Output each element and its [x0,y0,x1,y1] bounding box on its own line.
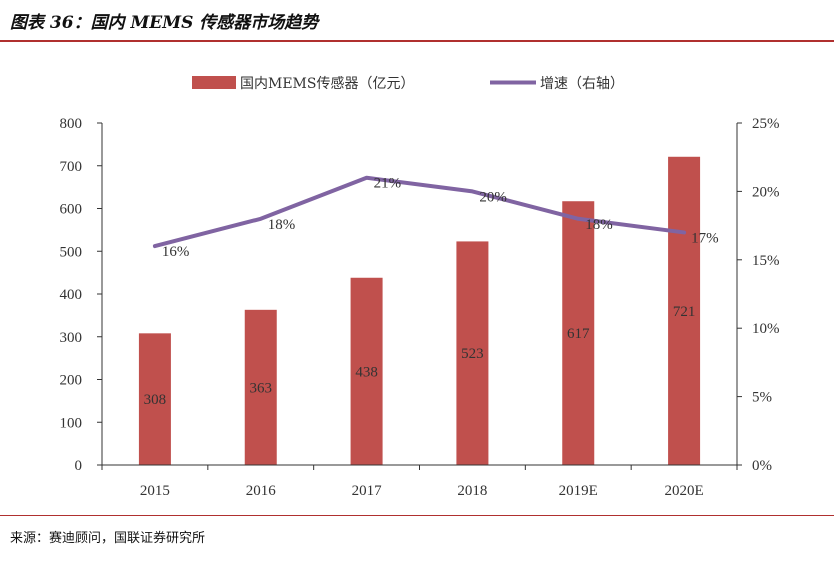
legend-bar-label: 国内MEMS传感器（亿元） [240,75,414,92]
y-left-tick-label: 700 [60,159,83,175]
y-right-tick-label: 0% [752,458,772,474]
x-tick-label-2015: 2015 [140,483,170,499]
growth-label-2017: 21% [374,176,402,192]
y-right-tick-label: 5% [752,390,772,406]
figure-title: 图表 36：国内 MEMS 传感器市场趋势 [10,13,319,33]
y-left-tick-label: 200 [60,373,83,389]
growth-label-2015: 16% [162,244,190,260]
y-left-tick-label: 300 [60,330,83,346]
growth-label-2019E: 18% [585,217,613,233]
bar-2018 [456,241,489,465]
bar-label-2018: 523 [461,346,484,362]
y-left-tick-label: 800 [60,116,83,132]
legend: 国内MEMS传感器（亿元） 增速（右轴） [192,75,624,92]
y-right-tick-label: 15% [752,253,780,269]
y-right-tick-label: 25% [752,116,780,132]
x-tick-label-2018: 2018 [457,483,487,499]
bar-2020E [668,156,701,465]
y-left-tick-label: 400 [60,287,83,303]
y-left-tick-label: 0 [75,458,83,474]
title-divider [0,40,834,42]
y-right-tick-label: 20% [752,184,780,200]
bar-label-2016: 363 [250,380,273,396]
x-tick-label-2017: 2017 [352,483,383,499]
y-left-tick-label: 600 [60,202,83,218]
x-tick-label-2020E: 2020E [664,483,703,499]
legend-line-label: 增速（右轴） [540,76,624,92]
growth-rate-line [152,175,687,249]
bar-2015 [138,333,171,465]
x-tick-label-2016: 2016 [246,483,277,499]
bar-labels-layer: 308 363 438 523 617 721 [144,304,696,408]
growth-label-2016: 18% [268,217,296,233]
bars-layer [138,156,701,466]
source-divider [0,515,834,516]
legend-bar-swatch [192,76,236,89]
y-left-tick-label: 100 [60,415,83,431]
bar-label-2015: 308 [144,392,167,408]
growth-label-2018: 20% [479,189,507,205]
bar-2019E [562,201,595,466]
bar-2017 [350,277,383,465]
axes-layer: 0 100 200 300 400 500 600 700 800 0% 5% 10% 15% 20% 25… [60,116,780,499]
bar-label-2019E: 617 [567,326,590,342]
y-right-tick-label: 10% [752,321,780,337]
growth-labels-layer: 16% 18% 21% 20% 18% 17% [162,176,719,260]
x-tick-label-2019E: 2019E [559,483,598,499]
chart-canvas: 308 363 438 523 617 721 0 100 200 300 400 500 600 70… [60,75,780,499]
bar-label-2020E: 721 [673,304,696,320]
bar-2016 [244,309,277,465]
source-note: 来源：赛迪顾问，国联证券研究所 [10,531,206,546]
growth-line-layer [152,175,687,249]
growth-label-2020E: 17% [691,230,719,246]
y-left-tick-label: 500 [60,244,83,260]
bar-label-2017: 438 [355,364,378,380]
